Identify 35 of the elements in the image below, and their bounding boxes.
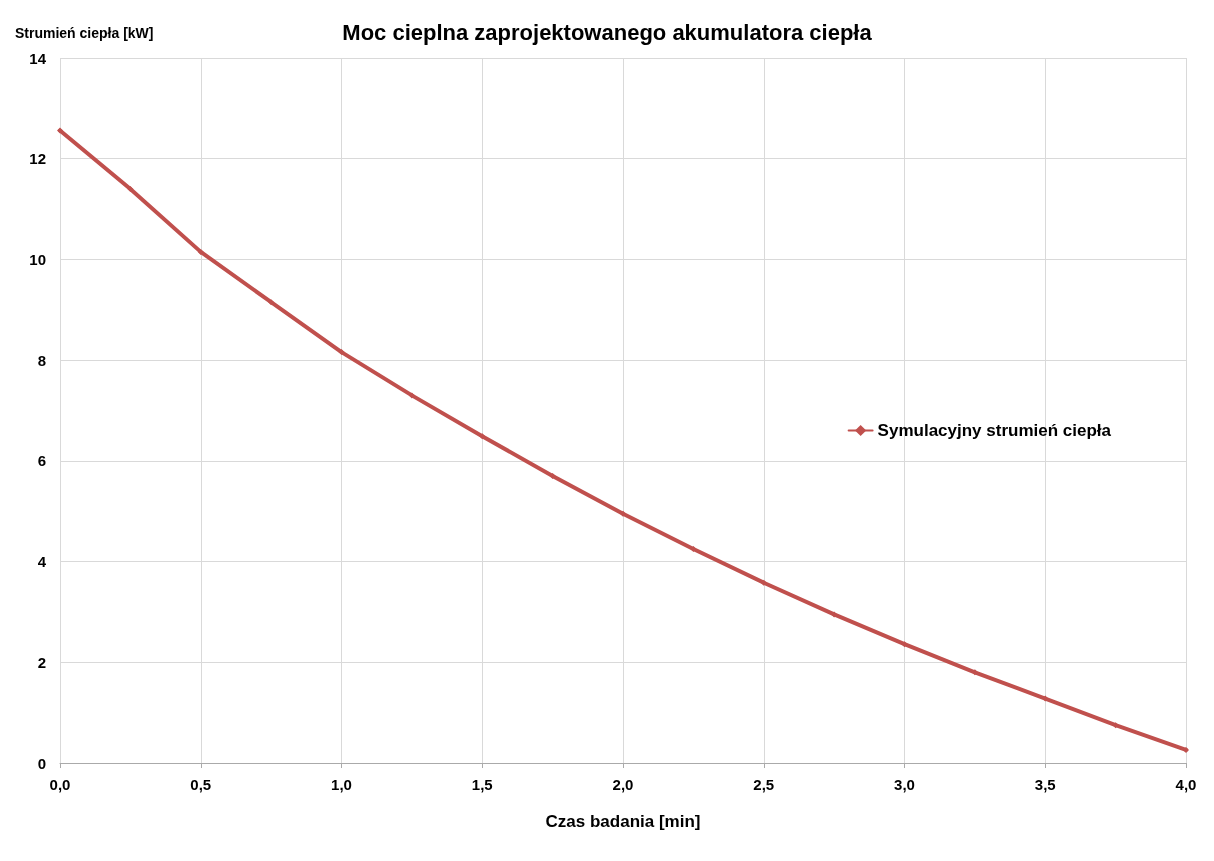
point — [408, 392, 415, 399]
y-tick-label: 6 — [37, 452, 46, 470]
y-tick-label: 14 — [29, 49, 47, 67]
point — [760, 579, 767, 586]
y-tick-label: 4 — [37, 553, 47, 571]
point — [197, 248, 204, 255]
x-tick-label: 1,5 — [471, 776, 493, 793]
x-tick-label: 0,0 — [49, 776, 71, 793]
point — [549, 472, 556, 479]
x-tick-label: 3,5 — [1034, 776, 1056, 793]
point — [479, 433, 486, 440]
legend-label: Symulacyjny strumień ciepła — [877, 421, 1112, 440]
point — [1183, 746, 1189, 753]
x-tick-label: 4,0 — [1175, 776, 1197, 793]
x-tick-label: 2,5 — [753, 776, 775, 793]
point — [338, 349, 345, 356]
y-axis-title: Strumień ciepła [kW] — [15, 25, 154, 41]
point — [268, 299, 275, 306]
x-tick-label: 2,0 — [612, 776, 634, 793]
point — [57, 127, 63, 134]
point — [690, 545, 697, 552]
y-tick-label: 0 — [37, 754, 46, 772]
chart-title: Moc cieplna zaprojektowanego akumulatora ciepła — [342, 19, 873, 45]
x-tick-label: 3,0 — [894, 776, 915, 793]
point — [831, 611, 838, 618]
x-tick-label: 1,0 — [331, 776, 352, 793]
point — [620, 510, 626, 517]
x-axis-title: Czas badania [min] — [545, 812, 701, 831]
point — [127, 185, 134, 192]
point — [1112, 722, 1119, 729]
y-tick-label: 2 — [37, 653, 46, 671]
y-tick-label: 12 — [29, 150, 46, 168]
y-tick-label: 10 — [29, 250, 46, 268]
y-tick-label: 8 — [37, 351, 46, 369]
x-tick-label: 0,5 — [190, 776, 212, 793]
